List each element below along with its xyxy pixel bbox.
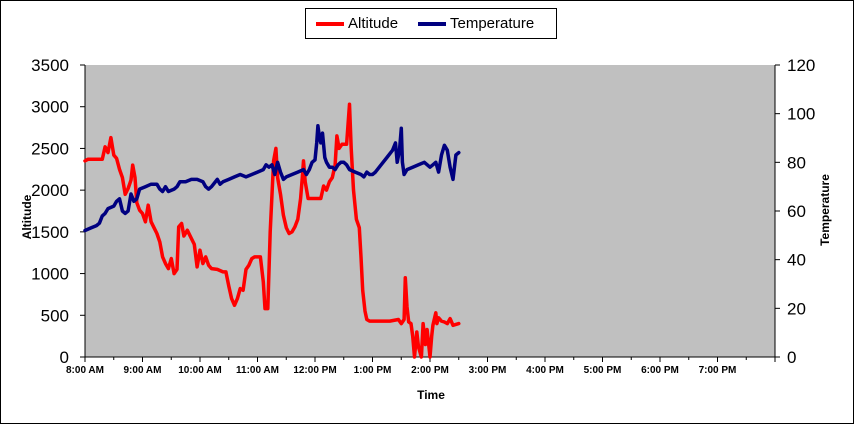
y-left-tick-label: 0 (60, 348, 69, 367)
x-axis-label: Time (417, 388, 445, 402)
y-right-tick-label: 60 (787, 202, 806, 221)
legend-swatch-temperature (418, 21, 446, 26)
y-left-tick-label: 2000 (31, 181, 69, 200)
y-left-tick-label: 2500 (31, 139, 69, 158)
y-left-tick-label: 1000 (31, 265, 69, 284)
y-left-tick-label: 500 (41, 306, 69, 325)
x-tick-label: 9:00 AM (124, 365, 162, 376)
y-left-tick-label: 1500 (31, 223, 69, 242)
legend-swatch-altitude (316, 21, 344, 26)
legend: Altitude Temperature (305, 8, 557, 39)
legend-label-temperature: Temperature (450, 15, 535, 32)
y-right-tick-label: 80 (787, 153, 806, 172)
y-axis-right-label: Temperature (818, 174, 832, 246)
series-line-altitude (83, 102, 461, 359)
x-tick-label: 2:00 PM (411, 365, 449, 376)
x-tick-label: 1:00 PM (354, 365, 392, 376)
x-tick-label: 6:00 PM (641, 365, 679, 376)
y-axis-left-label: Altitude (20, 194, 34, 239)
axes: 0 500 1000 1500 2000 2500 3000 3500 0 20 40 60 80 100… (31, 56, 815, 376)
x-tick-label: 4:00 PM (526, 365, 564, 376)
series-line-temperature (83, 124, 461, 233)
y-right-tick-label: 120 (787, 56, 815, 75)
y-right-tick-label: 100 (787, 105, 815, 124)
x-tick-label: 11:00 AM (236, 365, 279, 376)
y-left-tick-label: 3500 (31, 56, 69, 75)
y-right-tick-label: 20 (787, 299, 806, 318)
x-tick-label: 5:00 PM (584, 365, 622, 376)
y-right-tick-label: 0 (787, 348, 796, 367)
plot-area (85, 65, 775, 357)
x-tick-label: 8:00 AM (66, 365, 104, 376)
x-tick-label: 10:00 AM (178, 365, 222, 376)
y-right-tick-label: 40 (787, 251, 806, 270)
series-group (83, 102, 461, 359)
legend-label-altitude: Altitude (348, 15, 399, 32)
x-tick-label: 12:00 PM (293, 365, 336, 376)
x-tick-label: 7:00 PM (699, 365, 737, 376)
y-left-tick-label: 3000 (31, 98, 69, 117)
x-tick-label: 3:00 PM (469, 365, 507, 376)
legend-item-temperature: Temperature (418, 9, 534, 38)
legend-item-altitude: Altitude (316, 9, 398, 38)
